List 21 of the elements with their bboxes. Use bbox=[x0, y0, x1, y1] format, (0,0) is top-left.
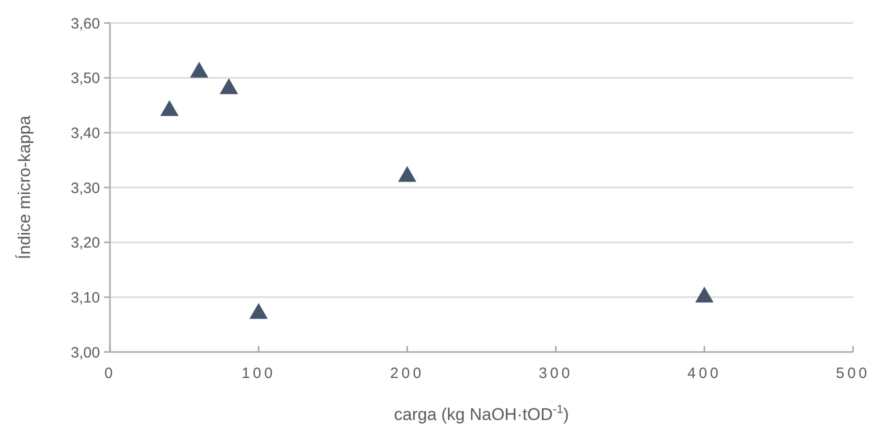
x-tick-label: 300 bbox=[538, 365, 573, 382]
point bbox=[160, 100, 179, 116]
point bbox=[249, 303, 268, 319]
y-tick-label: 3,20 bbox=[70, 234, 100, 252]
point bbox=[220, 78, 238, 94]
point bbox=[695, 286, 714, 302]
y-tick-label: 3,40 bbox=[70, 124, 100, 142]
x-tick-label: 400 bbox=[687, 365, 722, 382]
y-tick-label: 3,10 bbox=[70, 289, 100, 306]
x-tick-label: 100 bbox=[242, 365, 276, 382]
point bbox=[398, 166, 416, 182]
x-tick-label: 500 bbox=[836, 365, 870, 382]
x-tick-label: 0 bbox=[104, 365, 116, 382]
y-axis-title: Índice micro-kappa bbox=[15, 115, 34, 260]
y-tick-label: 3,60 bbox=[70, 15, 100, 32]
y-tick-label: 3,50 bbox=[70, 70, 100, 88]
x-tick-label: 200 bbox=[390, 365, 424, 382]
point bbox=[190, 62, 208, 78]
y-tick-label: 3,00 bbox=[70, 344, 100, 362]
x-axis-title: carga (kg NaOH·tOD$^{-1}$) bbox=[394, 402, 569, 424]
y-tick-label: 3,30 bbox=[70, 180, 100, 197]
